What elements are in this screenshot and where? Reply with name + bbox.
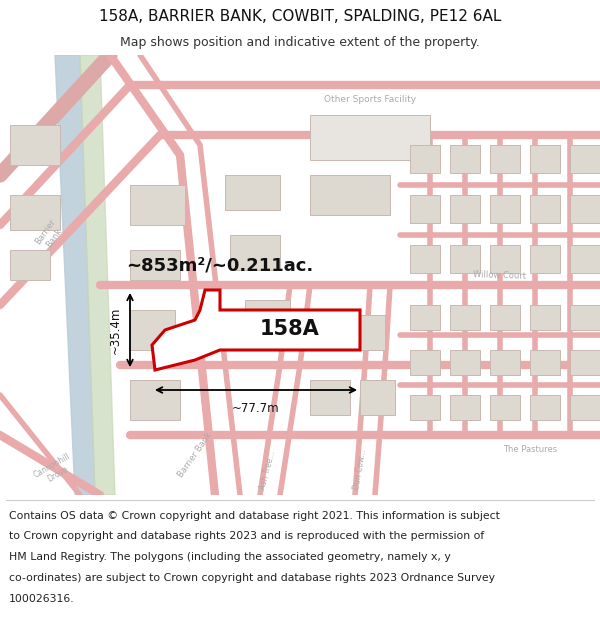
Text: to Crown copyright and database rights 2023 and is reproduced with the permissio: to Crown copyright and database rights 2… bbox=[9, 531, 484, 541]
Bar bbox=[570, 145, 600, 173]
Bar bbox=[530, 305, 560, 330]
Text: Dun Cow...: Dun Cow... bbox=[352, 449, 368, 491]
Bar bbox=[570, 395, 600, 420]
Bar bbox=[310, 380, 350, 415]
Bar bbox=[530, 350, 560, 375]
Bar bbox=[10, 195, 60, 230]
Polygon shape bbox=[55, 55, 95, 495]
Bar bbox=[410, 350, 440, 375]
Bar bbox=[130, 185, 185, 225]
Bar bbox=[490, 350, 520, 375]
Text: Contains OS data © Crown copyright and database right 2021. This information is : Contains OS data © Crown copyright and d… bbox=[9, 511, 500, 521]
Bar bbox=[130, 310, 175, 350]
Bar bbox=[490, 245, 520, 273]
Bar bbox=[530, 245, 560, 273]
Bar bbox=[225, 175, 280, 210]
Bar bbox=[360, 380, 395, 415]
Text: ~853m²/~0.211ac.: ~853m²/~0.211ac. bbox=[127, 256, 314, 274]
Text: 158A: 158A bbox=[260, 319, 320, 339]
Text: Willow Court: Willow Court bbox=[473, 269, 527, 281]
Bar bbox=[410, 145, 440, 173]
Text: The Pastures: The Pastures bbox=[503, 446, 557, 454]
Bar bbox=[530, 395, 560, 420]
Text: Cannonhill
Drove: Cannonhill Drove bbox=[32, 451, 77, 489]
Polygon shape bbox=[80, 55, 115, 495]
Text: 100026316.: 100026316. bbox=[9, 594, 74, 604]
Bar bbox=[410, 395, 440, 420]
Bar bbox=[490, 395, 520, 420]
Bar bbox=[130, 250, 180, 280]
Bar bbox=[350, 315, 385, 350]
Bar bbox=[410, 305, 440, 330]
Text: Map shows position and indicative extent of the property.: Map shows position and indicative extent… bbox=[120, 36, 480, 49]
Bar bbox=[450, 245, 480, 273]
Bar bbox=[530, 195, 560, 223]
Text: Barrier
Bank: Barrier Bank bbox=[34, 217, 66, 252]
Bar bbox=[10, 250, 50, 280]
Bar bbox=[450, 350, 480, 375]
Text: ~77.7m: ~77.7m bbox=[232, 402, 280, 415]
Bar bbox=[310, 175, 390, 215]
Bar bbox=[450, 195, 480, 223]
Bar bbox=[410, 245, 440, 273]
Text: 158A, BARRIER BANK, COWBIT, SPALDING, PE12 6AL: 158A, BARRIER BANK, COWBIT, SPALDING, PE… bbox=[99, 9, 501, 24]
Bar bbox=[490, 305, 520, 330]
Text: HM Land Registry. The polygons (including the associated geometry, namely x, y: HM Land Registry. The polygons (includin… bbox=[9, 552, 451, 562]
Text: Ash Tree...: Ash Tree... bbox=[259, 450, 277, 490]
Bar bbox=[310, 115, 430, 160]
Bar bbox=[490, 195, 520, 223]
Bar bbox=[130, 380, 180, 420]
Bar bbox=[450, 395, 480, 420]
Bar bbox=[570, 350, 600, 375]
Text: co-ordinates) are subject to Crown copyright and database rights 2023 Ordnance S: co-ordinates) are subject to Crown copyr… bbox=[9, 573, 495, 583]
Text: Barrier Bank: Barrier Bank bbox=[176, 431, 214, 479]
Bar bbox=[410, 195, 440, 223]
Bar bbox=[570, 305, 600, 330]
Text: Other Sports Facility: Other Sports Facility bbox=[324, 96, 416, 104]
Bar bbox=[450, 145, 480, 173]
Bar bbox=[530, 145, 560, 173]
Bar bbox=[570, 245, 600, 273]
Bar bbox=[245, 300, 290, 340]
Text: ~35.4m: ~35.4m bbox=[109, 306, 122, 354]
Bar bbox=[450, 305, 480, 330]
Bar bbox=[230, 235, 280, 270]
Bar bbox=[570, 195, 600, 223]
Polygon shape bbox=[152, 290, 360, 370]
Bar bbox=[490, 145, 520, 173]
Bar bbox=[300, 315, 340, 350]
Bar bbox=[10, 125, 60, 165]
